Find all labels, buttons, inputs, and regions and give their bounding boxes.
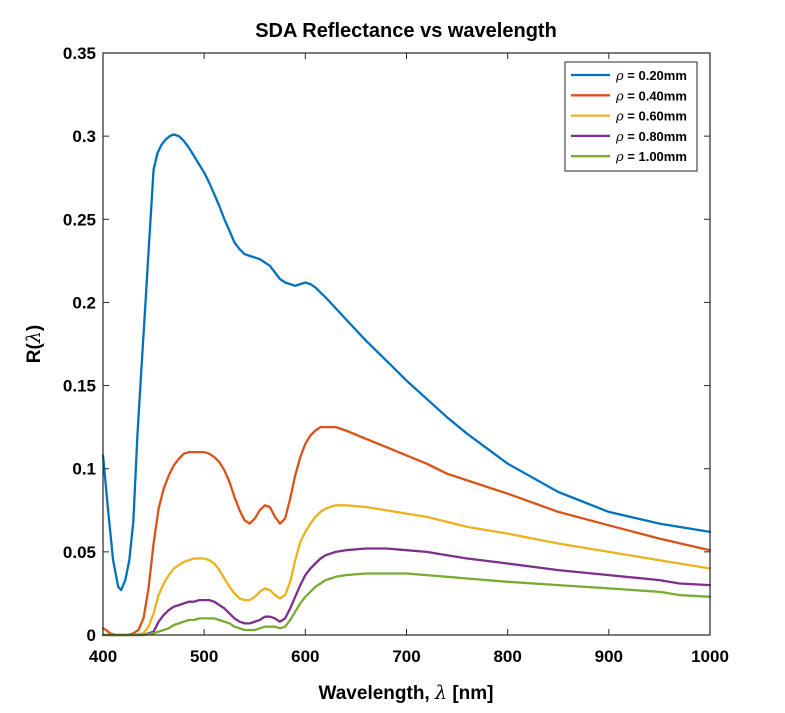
chart-title: SDA Reflectance vs wavelength bbox=[255, 20, 557, 42]
legend-label-4: ρ = 0.80mm bbox=[615, 129, 687, 145]
y-axis-label-prefix: R( bbox=[24, 342, 45, 363]
legend-label-5: ρ = 1.00mm bbox=[615, 149, 687, 165]
y-tick-label: 0.25 bbox=[63, 210, 96, 229]
y-axis-label: R(λ) bbox=[23, 325, 45, 363]
y-axis-label-lambda: λ bbox=[23, 331, 45, 344]
series-line-2 bbox=[101, 425, 712, 637]
y-tick-label: 0.2 bbox=[72, 293, 96, 312]
x-tick-label: 600 bbox=[291, 647, 319, 666]
x-tick-label: 1000 bbox=[691, 647, 729, 666]
y-axis-label-suffix: ) bbox=[24, 325, 45, 331]
x-tick-label: 800 bbox=[493, 647, 521, 666]
x-tick-label: 700 bbox=[392, 647, 420, 666]
y-axis: 0 0.05 0.1 0.15 0.2 0.25 0.3 0.35 bbox=[63, 44, 710, 645]
legend-label-2: ρ = 0.40mm bbox=[615, 88, 687, 104]
series-line-5 bbox=[101, 572, 712, 637]
x-axis-label-lambda: λ bbox=[434, 682, 447, 704]
series-line-4 bbox=[101, 547, 712, 637]
legend-label-3: ρ = 0.60mm bbox=[615, 109, 687, 125]
y-tick-label: 0.1 bbox=[72, 460, 96, 479]
series-lines bbox=[101, 133, 712, 637]
y-tick-label: 0.15 bbox=[63, 377, 96, 396]
y-tick-label: 0.3 bbox=[72, 127, 96, 146]
legend-label-1: ρ = 0.20mm bbox=[615, 68, 687, 84]
y-tick-label: 0 bbox=[87, 626, 96, 645]
x-tick-label: 900 bbox=[595, 647, 623, 666]
x-axis-label: Wavelength, λ [nm] bbox=[319, 682, 494, 704]
x-tick-label: 500 bbox=[190, 647, 218, 666]
x-tick-label: 400 bbox=[89, 647, 117, 666]
y-tick-label: 0.05 bbox=[63, 543, 96, 562]
series-line-1 bbox=[101, 133, 712, 592]
x-axis-label-prefix: Wavelength, bbox=[319, 683, 435, 704]
x-axis: 400 500 600 700 800 900 1000 bbox=[89, 53, 729, 666]
y-tick-label: 0.35 bbox=[63, 44, 96, 63]
series-line-3 bbox=[101, 504, 712, 637]
legend: ρ = 0.20mm ρ = 0.40mm ρ = 0.60mm ρ = 0.80mm… bbox=[564, 61, 698, 172]
x-axis-label-unit: [nm] bbox=[447, 683, 493, 704]
